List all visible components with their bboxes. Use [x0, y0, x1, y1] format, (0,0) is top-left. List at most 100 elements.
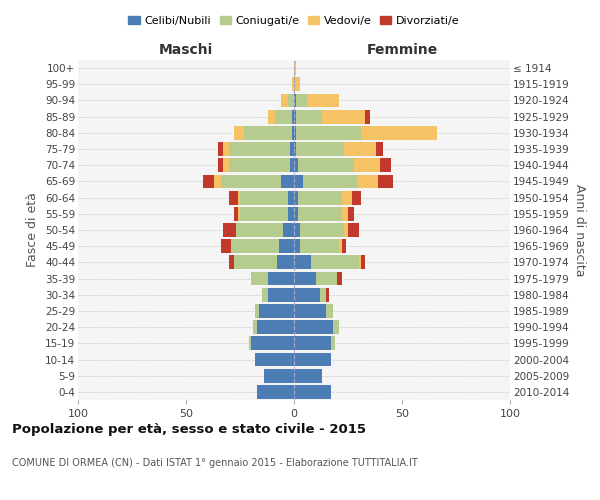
- Bar: [281, 174, 294, 188]
- Text: COMUNE DI ORMEA (CN) - Dati ISTAT 1° gennaio 2015 - Elaborazione TUTTITALIA.IT: COMUNE DI ORMEA (CN) - Dati ISTAT 1° gen…: [12, 458, 418, 468]
- Bar: [294, 78, 296, 91]
- Bar: [296, 94, 307, 108]
- Bar: [294, 288, 320, 302]
- Bar: [294, 190, 298, 204]
- Bar: [294, 142, 296, 156]
- Bar: [296, 110, 322, 124]
- Bar: [292, 78, 294, 91]
- Bar: [233, 256, 277, 270]
- Bar: [320, 288, 326, 302]
- Bar: [294, 336, 331, 350]
- Bar: [292, 110, 294, 124]
- Bar: [253, 320, 257, 334]
- Text: Maschi: Maschi: [159, 43, 213, 57]
- Bar: [218, 158, 223, 172]
- Bar: [298, 190, 341, 204]
- Bar: [229, 142, 290, 156]
- Bar: [298, 207, 341, 220]
- Bar: [341, 207, 348, 220]
- Bar: [294, 320, 333, 334]
- Bar: [294, 223, 301, 237]
- Bar: [326, 288, 329, 302]
- Bar: [229, 158, 290, 172]
- Bar: [294, 174, 302, 188]
- Bar: [292, 126, 294, 140]
- Bar: [294, 352, 331, 366]
- Bar: [352, 190, 361, 204]
- Bar: [223, 142, 229, 156]
- Bar: [290, 142, 294, 156]
- Bar: [268, 110, 275, 124]
- Bar: [294, 207, 298, 220]
- Bar: [296, 78, 301, 91]
- Text: Femmine: Femmine: [367, 43, 437, 57]
- Bar: [240, 207, 287, 220]
- Bar: [326, 304, 333, 318]
- Bar: [380, 158, 391, 172]
- Bar: [223, 158, 229, 172]
- Bar: [344, 223, 348, 237]
- Legend: Celibi/Nubili, Coniugati/e, Vedovi/e, Divorziati/e: Celibi/Nubili, Coniugati/e, Vedovi/e, Di…: [124, 11, 464, 30]
- Bar: [361, 126, 437, 140]
- Bar: [214, 174, 221, 188]
- Bar: [294, 256, 311, 270]
- Bar: [283, 223, 294, 237]
- Bar: [268, 288, 294, 302]
- Bar: [337, 272, 341, 285]
- Bar: [356, 174, 378, 188]
- Bar: [378, 174, 394, 188]
- Bar: [281, 94, 287, 108]
- Bar: [240, 190, 287, 204]
- Bar: [238, 207, 240, 220]
- Bar: [344, 142, 376, 156]
- Bar: [223, 223, 236, 237]
- Bar: [361, 256, 365, 270]
- Bar: [236, 223, 283, 237]
- Bar: [365, 110, 370, 124]
- Bar: [355, 158, 380, 172]
- Bar: [259, 304, 294, 318]
- Bar: [277, 256, 294, 270]
- Bar: [294, 304, 326, 318]
- Bar: [244, 126, 292, 140]
- Bar: [340, 240, 341, 253]
- Bar: [348, 223, 359, 237]
- Bar: [262, 288, 268, 302]
- Bar: [238, 190, 240, 204]
- Bar: [348, 207, 355, 220]
- Bar: [294, 94, 296, 108]
- Bar: [333, 320, 340, 334]
- Bar: [255, 304, 259, 318]
- Text: Popolazione per età, sesso e stato civile - 2015: Popolazione per età, sesso e stato civil…: [12, 422, 366, 436]
- Bar: [294, 272, 316, 285]
- Bar: [307, 94, 340, 108]
- Bar: [359, 256, 361, 270]
- Bar: [341, 240, 346, 253]
- Bar: [376, 142, 383, 156]
- Bar: [233, 207, 238, 220]
- Y-axis label: Anni di nascita: Anni di nascita: [573, 184, 586, 276]
- Bar: [218, 142, 223, 156]
- Bar: [233, 126, 244, 140]
- Bar: [290, 158, 294, 172]
- Bar: [275, 110, 292, 124]
- Bar: [294, 61, 296, 75]
- Bar: [251, 336, 294, 350]
- Bar: [294, 385, 331, 399]
- Bar: [302, 174, 356, 188]
- Bar: [294, 240, 301, 253]
- Y-axis label: Fasce di età: Fasce di età: [26, 192, 40, 268]
- Bar: [294, 110, 296, 124]
- Bar: [229, 256, 233, 270]
- Bar: [311, 256, 359, 270]
- Bar: [287, 207, 294, 220]
- Bar: [301, 223, 344, 237]
- Bar: [229, 190, 238, 204]
- Bar: [257, 320, 294, 334]
- Bar: [264, 369, 294, 382]
- Bar: [287, 94, 294, 108]
- Bar: [294, 126, 296, 140]
- Bar: [287, 190, 294, 204]
- Bar: [296, 142, 344, 156]
- Bar: [331, 336, 335, 350]
